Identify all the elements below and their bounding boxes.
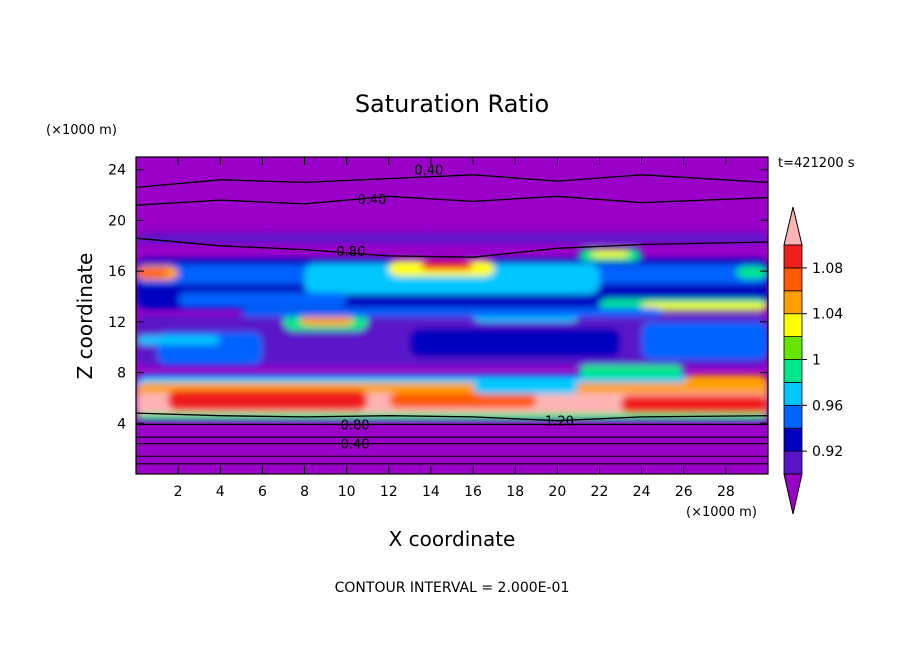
chart-title: Saturation Ratio: [355, 90, 549, 118]
field-patch: [304, 263, 600, 294]
x-tick-label: 18: [506, 484, 524, 500]
plot-area: [136, 157, 768, 474]
contour-label: 1.20: [545, 415, 574, 430]
field-patch: [136, 335, 221, 345]
field-patch: [136, 268, 168, 278]
contour-line: [136, 174, 768, 189]
x-tick-label: 8: [300, 484, 309, 500]
y-axis: 4 8 12 16 20 24: [108, 163, 768, 432]
x-tick-label: 22: [591, 484, 609, 500]
field-patch: [300, 315, 353, 326]
field-patch: [736, 266, 768, 279]
colorbar-band: [783, 267, 803, 292]
colorbar-band: [783, 290, 803, 315]
x-tick-label: 20: [548, 484, 566, 500]
colorbar-band: [783, 244, 803, 269]
saturation-field: [136, 212, 768, 474]
contour-label: 0.40: [357, 193, 386, 208]
y-tick-label: 4: [117, 416, 126, 432]
field-patch: [683, 375, 768, 392]
x-tick-label: 4: [216, 484, 225, 500]
field-patch: [178, 292, 347, 307]
contour-label: 0.80: [336, 245, 365, 260]
field-patch: [473, 381, 579, 395]
x-tick-label: 16: [464, 484, 482, 500]
field-patch: [578, 364, 684, 378]
colorbar: 0.92 0.96 1 1.04 1.08: [783, 206, 843, 515]
y-tick-label: 16: [108, 264, 126, 280]
colorbar-band: [783, 427, 803, 452]
lower-layer: [136, 423, 768, 474]
x-tick-label: 6: [258, 484, 267, 500]
contour-label: 0.40: [414, 164, 443, 179]
field-patch: [388, 392, 537, 409]
field-patch: [420, 260, 474, 270]
time-label: t=421200 s: [778, 156, 855, 171]
colorbar-under-triangle: [783, 473, 803, 515]
colorbar-band: [783, 381, 803, 406]
x-tick-label: 2: [174, 484, 183, 500]
y-axis-title: Z coordinate: [73, 253, 97, 380]
field-patch: [262, 212, 431, 221]
colorbar-label: 0.92: [812, 444, 843, 460]
field-patch: [136, 233, 768, 244]
colorbar-label: 1.08: [812, 261, 843, 277]
x-unit-label: (×1000 m): [686, 505, 757, 520]
x-tick-label: 12: [380, 484, 398, 500]
field-patch: [620, 395, 768, 414]
x-tick-label: 28: [717, 484, 735, 500]
field-patch: [641, 321, 768, 360]
footer-note: CONTOUR INTERVAL = 2.000E-01: [335, 580, 570, 596]
x-tick-label: 14: [422, 484, 440, 500]
colorbar-band: [783, 404, 803, 429]
colorbar-over-triangle: [783, 206, 803, 246]
y-unit-label: (×1000 m): [46, 123, 117, 138]
x-axis: 2 4 6 8 10 12 14 16 18 20 22 24 26 28: [174, 157, 735, 500]
field-patch: [167, 390, 368, 411]
y-tick-label: 24: [108, 163, 126, 179]
contour-line: [136, 195, 768, 206]
contour-line: [136, 412, 768, 422]
colorbar-band: [783, 359, 803, 383]
y-tick-label: 8: [117, 366, 126, 382]
colorbar-band: [783, 450, 803, 475]
x-tick-label: 10: [338, 484, 356, 500]
y-tick-label: 20: [108, 213, 126, 229]
x-tick-label: 24: [633, 484, 651, 500]
y-tick-label: 12: [108, 315, 126, 331]
field-patch: [409, 328, 621, 358]
x-tick-label: 26: [675, 484, 693, 500]
colorbar-label: 1.04: [812, 307, 843, 323]
colorbar-label: 0.96: [812, 398, 843, 414]
contour-label: 0.40: [341, 438, 370, 453]
colorbar-label: 1: [812, 353, 821, 369]
contour-label: 0.80: [341, 419, 370, 434]
contour-labels: 0.40 0.40 0.80 1.20 0.80 0.40: [336, 164, 574, 453]
field-patch: [591, 250, 629, 258]
contour-lines: [136, 174, 768, 465]
colorbar-band: [783, 313, 803, 338]
x-axis-title: X coordinate: [389, 527, 516, 551]
field-patch: [641, 302, 768, 310]
field-patch: [241, 307, 663, 317]
contour-line: [136, 237, 768, 258]
plot-frame: [135, 156, 769, 475]
colorbar-band: [783, 336, 803, 360]
